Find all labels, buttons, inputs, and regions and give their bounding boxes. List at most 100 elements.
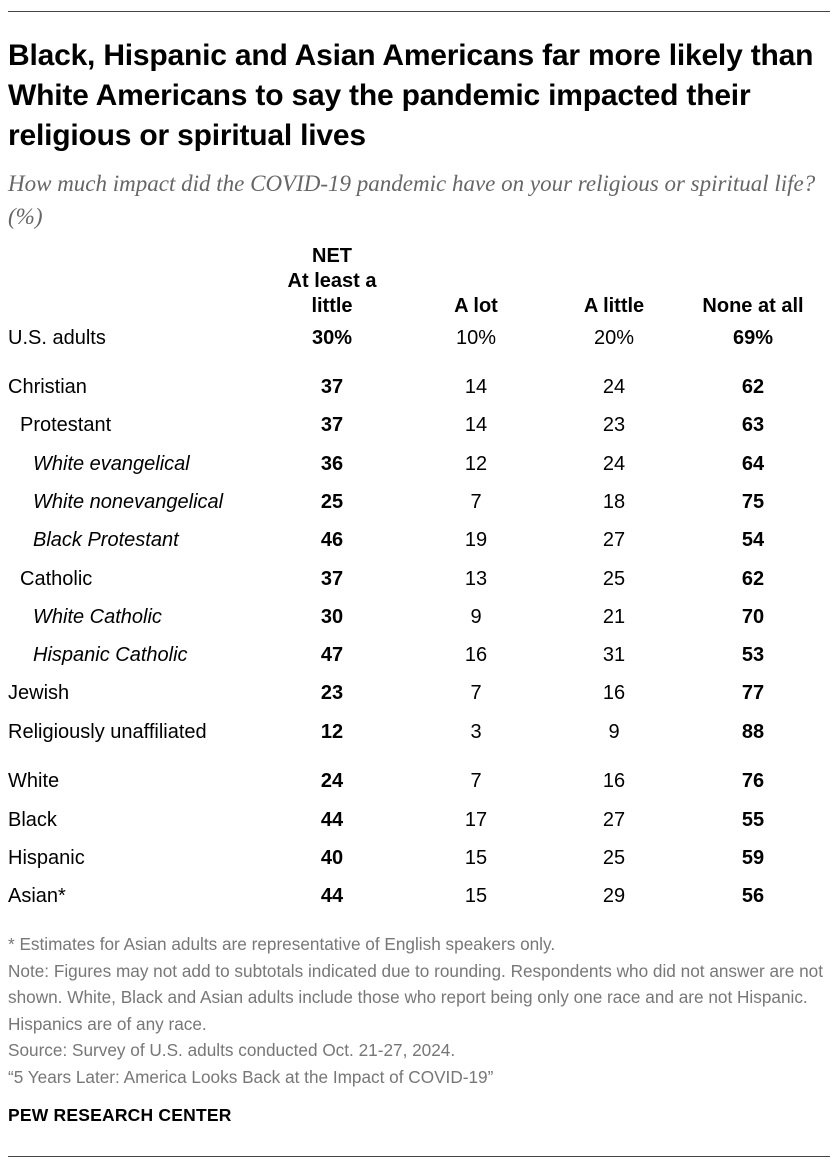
row-label: Religiously unaffiliated [8,721,207,743]
chart-subtitle: How much impact did the COVID-19 pandemi… [8,171,816,229]
table-row: Asian* 44 15 29 56 [0,878,840,914]
asterisk-note: * Estimates for Asian adults are represe… [8,934,556,954]
value-little: 16 [602,770,626,792]
value-net: 23 [320,682,344,704]
value-little: 20% [593,327,635,349]
value-lot: 7 [470,491,482,513]
value-little: 29 [602,885,626,907]
table-row: White nonevangelical 25 7 18 75 [0,484,840,520]
value-none: 70 [741,606,765,628]
report-title-note: “5 Years Later: America Looks Back at th… [8,1066,494,1087]
value-lot: 14 [464,376,488,398]
value-little: 27 [602,529,626,551]
value-little: 24 [602,376,626,398]
table-row: White evangelical 36 12 24 64 [0,446,840,482]
pew-logo-text: PEW RESEARCH CENTER [8,1105,232,1125]
value-none: 63 [741,414,765,436]
value-lot: 3 [470,721,482,743]
value-net: 25 [320,491,344,513]
table-row: Catholic 37 13 25 62 [0,561,840,597]
column-header-a-little-label: A little [583,295,645,317]
value-none: 76 [741,770,765,792]
value-lot: 9 [470,606,482,628]
top-rule [8,11,830,12]
value-net: 12 [320,721,344,743]
table-row: Hispanic Catholic 47 16 31 53 [0,637,840,673]
table-row: Jewish 23 7 16 77 [0,675,840,711]
row-label: Jewish [8,682,70,704]
row-label: Hispanic [8,847,85,869]
value-lot: 10% [455,327,497,349]
value-net: 24 [320,770,344,792]
value-none: 69% [732,327,774,349]
value-net: 40 [320,847,344,869]
value-lot: 16 [464,644,488,666]
value-lot: 12 [464,453,488,475]
table-row: Christian 37 14 24 62 [0,369,840,405]
value-lot: 17 [464,809,488,831]
table-row: Black 44 17 27 55 [0,802,840,838]
row-label: Black Protestant [33,529,179,551]
value-net: 36 [320,453,344,475]
value-lot: 19 [464,529,488,551]
value-none: 59 [741,847,765,869]
source-note: Source: Survey of U.S. adults conducted … [8,1040,456,1060]
value-none: 62 [741,568,765,590]
value-little: 27 [602,809,626,831]
value-net: 44 [320,809,344,831]
bottom-rule [8,1156,830,1157]
value-none: 54 [741,529,765,551]
value-little: 25 [602,847,626,869]
value-none: 88 [741,721,765,743]
row-label: White evangelical [33,453,190,475]
value-net: 37 [320,376,344,398]
value-net: 47 [320,644,344,666]
value-little: 31 [602,644,626,666]
row-label: Catholic [20,568,93,590]
value-little: 9 [608,721,620,743]
footnotes: * Estimates for Asian adults are represe… [8,931,828,1090]
rounding-note: Note: Figures may not add to subtotals i… [8,960,824,1034]
table-row: U.S. adults 30% 10% 20% 69% [0,320,840,356]
value-little: 16 [602,682,626,704]
column-header-none-at-all-label: None at all [702,295,804,317]
value-net: 37 [320,568,344,590]
row-label: Protestant [20,414,112,436]
value-net: 30 [320,606,344,628]
value-none: 77 [741,682,765,704]
column-header-net-line: NET [312,245,352,267]
row-label: U.S. adults [8,327,106,349]
value-little: 24 [602,453,626,475]
table-row: Protestant 37 14 23 63 [0,407,840,443]
value-lot: 15 [464,885,488,907]
table-row: White 24 7 16 76 [0,763,840,799]
table-row: Hispanic 40 15 25 59 [0,840,840,876]
row-label: White nonevangelical [33,491,224,513]
column-header-none-at-all: None at all [693,244,813,319]
value-net: 30% [311,327,353,349]
value-none: 53 [741,644,765,666]
value-net: 46 [320,529,344,551]
value-lot: 13 [464,568,488,590]
column-header-a-lot-label: A lot [454,295,498,317]
column-header-net-line: At least a [287,270,377,292]
value-little: 21 [602,606,626,628]
table-row: Black Protestant 46 19 27 54 [0,522,840,558]
column-header-a-little: A little [564,244,664,319]
value-none: 56 [741,885,765,907]
row-label: Asian* [8,885,66,907]
value-none: 55 [741,809,765,831]
value-little: 23 [602,414,626,436]
value-none: 75 [741,491,765,513]
row-label: White [8,770,60,792]
value-none: 64 [741,453,765,475]
value-little: 18 [602,491,626,513]
value-lot: 14 [464,414,488,436]
table-row: Religiously unaffiliated 12 3 9 88 [0,714,840,750]
value-lot: 7 [470,770,482,792]
column-header-a-lot: A lot [426,244,526,319]
row-label: Black [8,809,57,831]
value-little: 25 [602,568,626,590]
value-net: 37 [320,414,344,436]
table-row: White Catholic 30 9 21 70 [0,599,840,635]
